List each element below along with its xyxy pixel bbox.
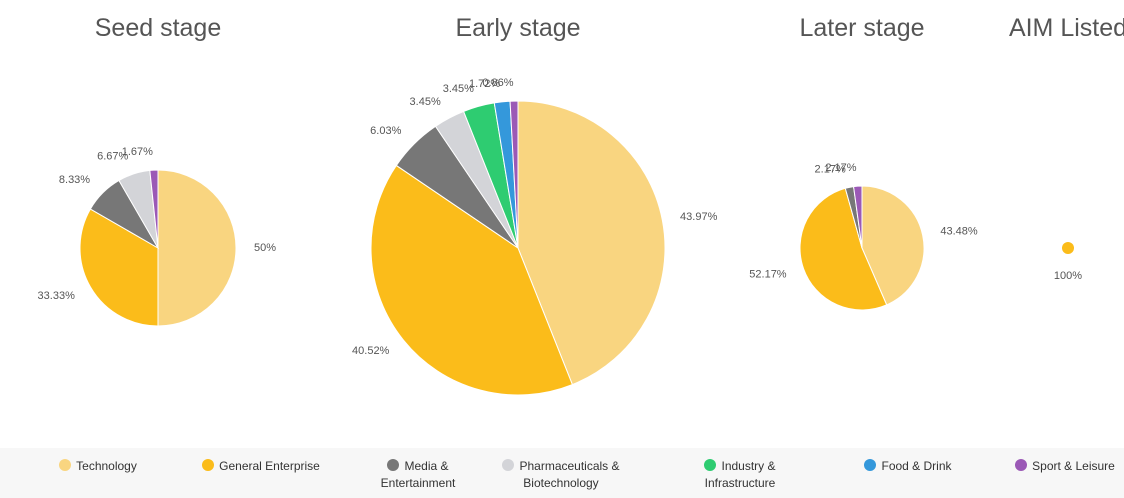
legend-text: Food & Drink (881, 459, 952, 473)
pie-slice (149, 169, 159, 249)
legend-item[interactable]: Industry & Infrastructure (690, 458, 790, 492)
data-label: 40.52% (352, 345, 390, 357)
data-label: 6.03% (370, 125, 401, 137)
legend-text: Industry & Infrastructure (704, 459, 776, 490)
pie-slice (853, 185, 863, 249)
data-label: 52.17% (749, 269, 787, 281)
chart-title: AIM Listed (1009, 14, 1124, 42)
pie-slice (517, 100, 666, 386)
charts: Seed stage 50% 33.33% 8.33% 6.67%1.67% Early … (38, 14, 1124, 396)
legend-marker (1015, 459, 1028, 471)
chart-title: Early stage (455, 14, 580, 42)
legend-text: Media & Entertainment (380, 459, 456, 490)
legend-item[interactable]: Media & Entertainment (368, 458, 468, 492)
data-label: 2.17% (815, 164, 846, 176)
legend-item[interactable]: Sport & Leisure (1005, 458, 1124, 475)
legend-marker (704, 459, 717, 471)
data-label: 33.33% (38, 290, 76, 302)
data-label: 43.48% (940, 226, 978, 238)
legend-item[interactable]: Pharmaceuticals & Biotechnology (496, 458, 626, 492)
legend-text: Sport & Leisure (1032, 459, 1115, 473)
data-label: 8.33% (59, 174, 90, 186)
legend-marker (502, 459, 515, 471)
legend-text: Technology (76, 459, 137, 473)
legend-item[interactable]: Technology (48, 458, 148, 475)
legend-marker (387, 459, 400, 471)
data-label: 43.97% (680, 211, 718, 223)
data-label: 50% (254, 242, 276, 254)
pie-slice (1062, 242, 1074, 254)
legend-item[interactable]: General Enterprise (186, 458, 336, 475)
legend-marker (864, 459, 877, 471)
pie-slice (861, 185, 925, 306)
data-label: 3.45% (443, 83, 474, 95)
pie-slice (79, 208, 159, 327)
pie-slice (370, 164, 574, 396)
legend-marker (59, 459, 72, 471)
legend-text: General Enterprise (219, 459, 320, 473)
data-label: 100% (1054, 270, 1082, 282)
data-label: 1.72% (469, 78, 500, 90)
legend-text: Pharmaceuticals & Biotechnology (519, 459, 620, 490)
data-label: 0.86% (482, 77, 513, 89)
legend-item[interactable]: Food & Drink (848, 458, 968, 475)
data-label: 6.67% (97, 151, 128, 163)
data-label: 1.67% (122, 146, 153, 158)
data-label: 2.17% (825, 162, 856, 174)
chart-title: Later stage (799, 14, 924, 42)
pie-slice (157, 169, 237, 327)
pie-slice (509, 100, 519, 249)
legend: Technology General Enterprise Media & Ente… (0, 448, 1124, 498)
pie-slice (799, 187, 888, 311)
chart-title: Seed stage (95, 14, 222, 42)
data-label: 3.45% (410, 96, 441, 108)
legend-marker (202, 459, 215, 471)
